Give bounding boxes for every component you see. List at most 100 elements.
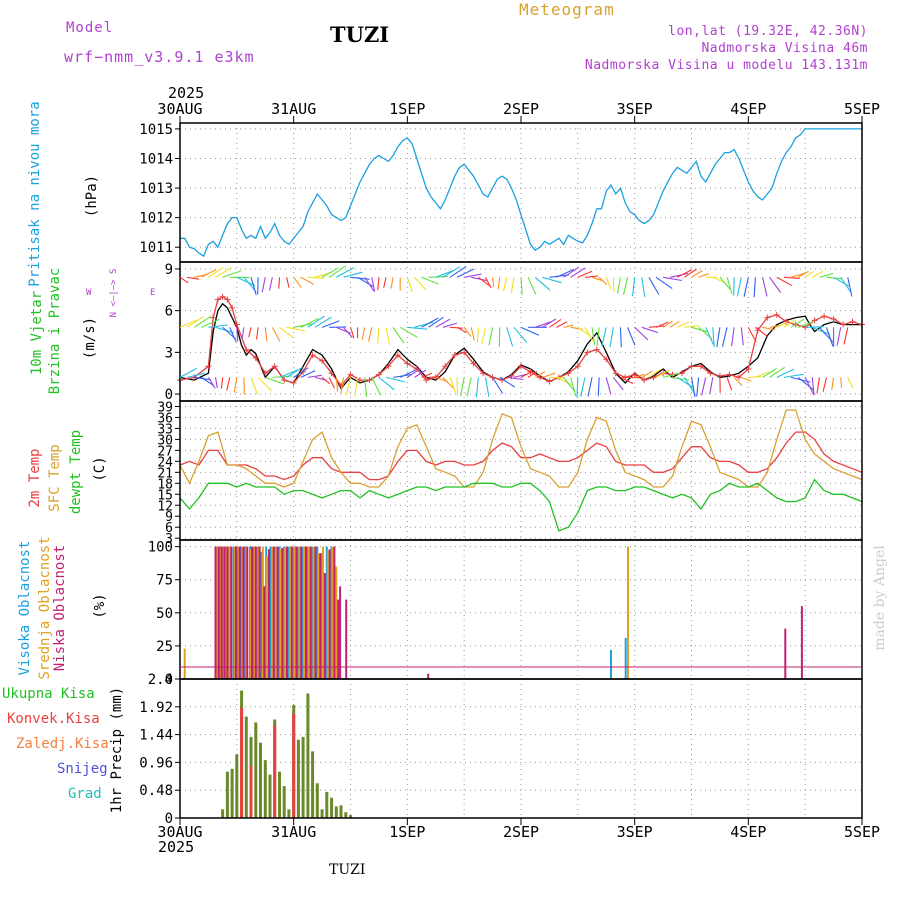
wind-arrow (463, 327, 472, 337)
wind-arrow (349, 327, 355, 339)
wind-arrow (627, 327, 636, 346)
wind-arrow (591, 327, 596, 345)
compass-e: E (150, 288, 156, 298)
precip-bar (254, 722, 258, 818)
precip-bar (344, 812, 348, 818)
wind-arrow (220, 377, 224, 389)
wind-arrow (570, 377, 577, 397)
cloud-bar (251, 546, 253, 679)
precip-bar (325, 791, 329, 818)
cloud-bar (293, 546, 296, 679)
wind-arrow (612, 377, 624, 391)
wind-arrow (527, 277, 537, 295)
wind-arrow (776, 321, 788, 328)
wind-arrow (471, 276, 488, 282)
wind-arrow (733, 376, 743, 386)
cloud-bar (258, 546, 261, 679)
cloud-mid-label: Srednja Oblacnost (37, 536, 53, 680)
wind-arrow (662, 320, 673, 328)
wind-gust-point (650, 374, 657, 381)
wind-arrow (709, 377, 714, 395)
wind-arrow (321, 376, 331, 385)
wind-arrow (390, 277, 394, 289)
wind-arrow (655, 321, 669, 328)
wind-gust-point (518, 363, 524, 370)
wind-arrow (250, 277, 257, 296)
temp-2m-label: 2m Temp (27, 448, 43, 508)
wind-gust-point (210, 314, 217, 321)
pressure-ytick-label: 1014 (139, 151, 173, 167)
wind-arrow (286, 366, 303, 378)
wind-gust-point (707, 370, 714, 377)
wind-arrow (662, 372, 681, 378)
wind-arrow (265, 376, 285, 385)
wind-arrow (464, 273, 482, 278)
wind-arrow (345, 377, 352, 395)
wind-arrow (510, 277, 515, 294)
wind-arrow (748, 376, 762, 378)
wind-arrow (831, 377, 835, 391)
wind-arrow (542, 318, 557, 328)
wind-arrow (811, 377, 815, 396)
wind-arrow (805, 326, 824, 328)
model-elevation-label: Nadmorska Visina u modelu 143.131m (584, 58, 868, 73)
wind-arrow (193, 315, 212, 328)
temperature-ytick-label: 21 (157, 466, 173, 481)
wind-gust-point (470, 360, 477, 367)
wind-gust-point (783, 318, 790, 325)
wind-arrow (201, 269, 216, 278)
meteogram-title: Meteogram (519, 0, 615, 19)
cloud-bar (627, 546, 629, 679)
wind-arrow (307, 315, 325, 328)
wind-gust-point (404, 360, 411, 367)
wind-arrow (677, 269, 693, 278)
wind-arrow (179, 367, 198, 378)
wind-arrow (776, 368, 795, 378)
wind-arrow (534, 276, 551, 291)
legend-total-precip: Ukupna Kisa (2, 686, 95, 702)
wind-arrow (587, 377, 593, 397)
wind-gust-point (489, 374, 496, 381)
cloud-ytick-label: 50 (156, 606, 173, 622)
wind-gust-point (385, 363, 392, 370)
temperature-ytick-label: 24 (157, 455, 173, 470)
wind-arrow (804, 377, 815, 395)
wind-arrow (435, 318, 451, 328)
wind-gust-point (394, 352, 401, 359)
wind-arrow (300, 370, 316, 378)
wind-gust-point (773, 311, 780, 318)
wind-arrow (236, 276, 256, 287)
wind-arrow (743, 277, 749, 297)
compass-ns: N <—|—> S (109, 268, 119, 318)
wind-ytick-label: 0 (165, 387, 173, 403)
x-label-bottom: 31AUG (271, 823, 316, 841)
temp-unit: (C) (92, 456, 108, 482)
wind-arrow (609, 327, 614, 348)
cloud-bar (333, 546, 336, 679)
precip-bar (278, 771, 281, 818)
wind-arrow (307, 374, 322, 378)
wind-arrow (229, 327, 237, 343)
cloud-ytick-label: 0 (165, 672, 173, 688)
wind-arrow (670, 272, 688, 278)
wind-arrow (819, 272, 834, 278)
wind-arrow (563, 324, 574, 328)
wind-arrow (364, 276, 375, 292)
x-label-bottom: 3SEP (617, 823, 653, 841)
precip-bar (320, 809, 324, 818)
wind-arrow (328, 377, 335, 389)
temperature-ytick-label: 9 (165, 510, 173, 525)
temperature-ytick-label: 18 (157, 477, 173, 492)
wind-arrow (201, 318, 220, 328)
x-label-top: 30AUG (157, 100, 202, 118)
cloud-bar (214, 546, 217, 679)
wind-arrow (597, 377, 600, 397)
wind-arrow (187, 276, 200, 280)
cloud-bar (610, 649, 612, 679)
pressure-unit: (hPa) (84, 174, 100, 218)
wind-arrow (385, 376, 405, 383)
temperature-ytick-label: 3 (165, 532, 173, 547)
wind-arrow (293, 367, 309, 378)
wind-arrow (513, 326, 528, 343)
wind-arrow (612, 277, 615, 293)
